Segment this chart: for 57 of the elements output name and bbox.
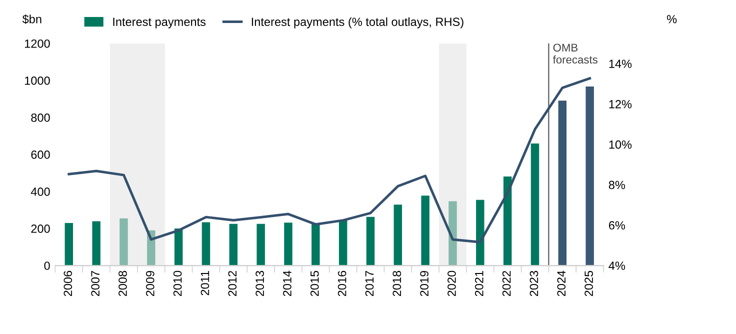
bar	[64, 222, 74, 266]
y-tick-label: 200	[31, 224, 50, 233]
x-tick-label: 2020	[448, 270, 456, 296]
y2-tick-label: 12%	[609, 100, 632, 108]
bar	[530, 144, 540, 266]
x-tick-label: 2012	[228, 270, 237, 296]
bar	[476, 200, 484, 266]
bar	[366, 216, 375, 266]
annotation: OMB forecasts	[552, 44, 598, 64]
y2-tick-label: 14%	[609, 60, 632, 68]
y-tick-label: 0	[44, 262, 50, 270]
y2-tick-label: 4%	[608, 262, 626, 270]
bar	[448, 201, 457, 266]
bar	[92, 221, 100, 266]
bar	[421, 196, 430, 266]
x-tick-label: 2024	[557, 270, 566, 296]
x-tick-label: 2015	[310, 270, 319, 296]
x-tick-label: 2019	[420, 270, 428, 296]
x-tick-label: 2017	[365, 270, 374, 296]
bar	[312, 224, 320, 266]
bar	[202, 222, 210, 266]
y-tick-label: 1000	[24, 76, 50, 85]
bar	[229, 224, 238, 266]
x-tick-label: 2009	[146, 270, 154, 296]
x-tick-label: 2018	[392, 270, 402, 296]
legend-label: Interest payments (% total outlays, RHS)	[252, 17, 464, 28]
x-tick-label: 2010	[173, 270, 182, 296]
x-tick-label: 2021	[474, 270, 484, 296]
y-tick-label: 800	[31, 113, 50, 122]
bar	[120, 218, 128, 266]
x-tick-label: 2016	[338, 270, 346, 296]
legend-label: Interest payments	[113, 18, 206, 28]
bar	[256, 224, 265, 266]
bar	[558, 100, 567, 266]
x-tick-label: 2014	[283, 270, 292, 296]
y-tick-label: 1200	[24, 39, 50, 48]
y2-tick-label: 8%	[608, 180, 626, 190]
x-tick-label: 2011	[200, 270, 210, 296]
y-tick-label: 400	[30, 188, 50, 196]
bar	[394, 204, 402, 266]
bar	[503, 176, 512, 266]
bar	[338, 220, 348, 266]
x-tick-label: 2008	[118, 270, 127, 296]
x-tick-label: 2007	[91, 270, 100, 296]
bar	[284, 222, 292, 266]
bar	[586, 86, 594, 266]
y2-tick-label: 6%	[608, 221, 626, 230]
line-series	[68, 77, 592, 244]
x-tick-label: 2025	[584, 270, 593, 296]
y-axis-title: $bn	[22, 14, 42, 24]
y2-axis-title: %	[666, 15, 677, 24]
x-tick-label: 2006	[64, 270, 72, 296]
y-tick-label: 600	[31, 150, 50, 159]
x-tick-label: 2023	[530, 270, 538, 296]
x-tick-label: 2022	[502, 270, 511, 296]
x-tick-label: 2013	[256, 270, 264, 296]
y2-tick-label: 10%	[609, 140, 632, 149]
